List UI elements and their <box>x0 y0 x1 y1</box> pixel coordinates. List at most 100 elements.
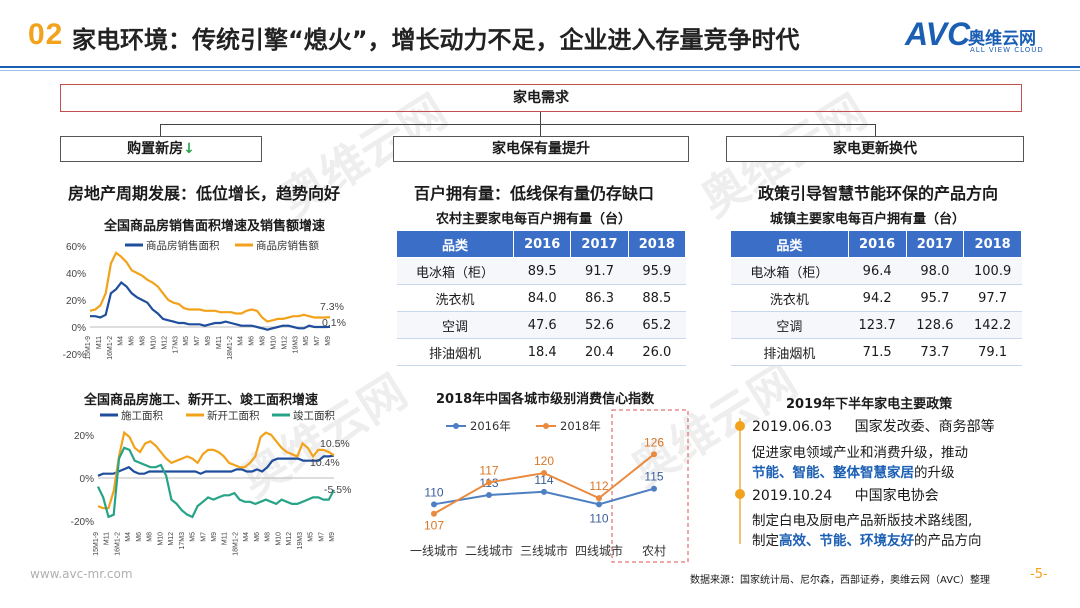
legend-label: 施工面积 <box>121 409 163 422</box>
table-cell: 洗衣机 <box>730 284 849 312</box>
y-tick-label: 20% <box>66 296 86 307</box>
x-category-label: 二线城市 <box>465 543 513 558</box>
table-row: 电冰箱（柜） 89.5 91.7 95.9 <box>396 257 686 285</box>
tree-connector <box>875 124 876 136</box>
data-label: 110 <box>424 485 443 499</box>
policy-date: 2019.10.24 <box>752 488 833 504</box>
table-row: 电冰箱（柜） 96.4 98.0 100.9 <box>730 257 1022 285</box>
highlight: 环境友好 <box>860 533 914 549</box>
separator: 、 <box>779 465 793 481</box>
table-row: 洗衣机 94.2 95.7 97.7 <box>730 284 1022 312</box>
x-tick-label: M12 <box>281 336 288 350</box>
y-tick-label: -20% <box>71 517 94 528</box>
x-tick-label: M8 <box>260 336 267 346</box>
table-header: 2018 <box>963 230 1022 258</box>
table-header: 品类 <box>395 230 515 258</box>
policy-text-hl: 制定高效、节能、环境友好的产品方向 <box>752 531 982 551</box>
x-tick-label: M12 <box>161 336 168 350</box>
series-line <box>97 454 335 477</box>
x-tick-label: M11 <box>104 532 111 545</box>
x-tick-label: M6 <box>249 336 256 346</box>
policy-pre: 制定 <box>752 533 779 549</box>
x-tick-label: 19M3 <box>292 336 299 354</box>
table-cell: 18.4 <box>513 338 571 366</box>
chart1-title: 全国商品房销售面积增速及销售额增速 <box>104 219 326 234</box>
data-point <box>431 510 437 517</box>
footer-website: www.avc-mr.com <box>30 567 133 581</box>
series-line <box>89 251 331 323</box>
table-cell: 142.2 <box>963 311 1022 339</box>
table-cell: 123.7 <box>848 311 907 339</box>
y-tick-label: 0% <box>72 323 87 334</box>
data-label: 120 <box>534 454 554 468</box>
table-header: 2016 <box>847 230 907 258</box>
x-tick-label: M4 <box>125 532 132 542</box>
table-cell: 20.4 <box>570 338 629 366</box>
separator: 、 <box>806 533 820 549</box>
legend-marker <box>453 423 459 429</box>
policy-text: 促进家电领域产业和消费升级，推动 <box>752 445 968 461</box>
x-tick-label: M9 <box>211 532 218 542</box>
table-cell: 71.5 <box>848 338 907 366</box>
policy-tail: 的产品方向 <box>914 533 982 549</box>
x-tick-label: M5 <box>308 532 315 542</box>
table-row: 洗衣机 84.0 86.3 88.5 <box>396 284 686 312</box>
table-cell: 电冰箱（柜） <box>396 257 514 285</box>
policy-text: 制定白电及厨电产品新版技术路线图, <box>752 513 973 529</box>
end-value-label: 10.5% <box>320 438 350 450</box>
series-line <box>97 430 335 510</box>
tree-connector <box>160 124 161 136</box>
branch-ownership: 家电保有量提升 <box>393 136 689 162</box>
x-tick-label: 19M3 <box>297 532 304 550</box>
separator: 、 <box>819 465 834 481</box>
section-number: 02 <box>28 18 64 51</box>
x-tick-label: 18M1-2 <box>227 336 234 360</box>
x-tick-label: M5 <box>183 336 190 346</box>
data-label: 107 <box>424 519 444 533</box>
chart2-title: 全国商品房施工、新开工、竣工面积增速 <box>84 393 319 408</box>
data-label: 117 <box>479 463 498 477</box>
table-cell: 52.6 <box>570 311 629 339</box>
table-cell: 电冰箱（柜） <box>730 257 849 285</box>
policy-item-1: 2019.06.03 国家发改委、商务部等 <box>752 416 995 436</box>
table-row: 空调 123.7 128.6 142.2 <box>730 311 1022 339</box>
table-cell: 94.2 <box>848 284 907 312</box>
highlight: 高效 <box>779 533 806 549</box>
x-tick-label: M11 <box>216 336 223 349</box>
x-category-label: 农村 <box>642 544 666 558</box>
legend-label: 商品房销售额 <box>256 239 319 252</box>
y-tick-label: -20% <box>63 350 86 361</box>
legend-label: 商品房销售面积 <box>146 239 220 252</box>
table-cell: 100.9 <box>963 257 1022 285</box>
highlight: 智能 <box>792 465 820 481</box>
rural-ownership-table: 品类 2016 2017 2018 电冰箱（柜） 89.5 91.7 95.9 洗衣机… <box>395 230 687 366</box>
data-label: 126 <box>644 435 664 449</box>
timeline-line <box>739 418 741 544</box>
x-tick-label: M10 <box>275 532 282 546</box>
demand-root-box: 家电需求 <box>60 84 1022 112</box>
table-cell: 96.4 <box>848 257 907 285</box>
data-point <box>651 451 657 458</box>
x-tick-label: M8 <box>147 532 154 542</box>
x-tick-label: M5 <box>303 336 310 346</box>
avc-logo: AVC <box>905 16 971 52</box>
section2-heading: 百户拥有量：低线保有量仍存缺口 <box>414 184 655 203</box>
policy-desc-1: 促进家电领域产业和消费升级，推动 节能、智能、整体智慧家居的升级 <box>752 443 968 483</box>
x-tick-label: M6 <box>129 336 136 346</box>
logo-english-name: ALL VIEW CLOUD <box>970 46 1044 54</box>
x-tick-label: 16M1-2 <box>107 336 114 360</box>
separator: 、 <box>846 533 861 549</box>
data-point <box>596 501 602 508</box>
table-cell: 95.7 <box>906 284 964 312</box>
x-tick-label: M11 <box>222 532 229 545</box>
tree-connector <box>540 112 541 124</box>
data-point <box>486 491 492 498</box>
policy-org: 国家发改委、商务部等 <box>854 419 995 435</box>
x-tick-label: 16M1-2 <box>114 532 121 556</box>
data-point <box>431 501 437 508</box>
table-cell: 86.3 <box>570 284 629 312</box>
data-point <box>541 488 547 495</box>
highlight: 整体智慧家居 <box>833 465 914 481</box>
x-tick-label: M9 <box>329 532 336 542</box>
branch-replacement: 家电更新换代 <box>726 136 1024 162</box>
